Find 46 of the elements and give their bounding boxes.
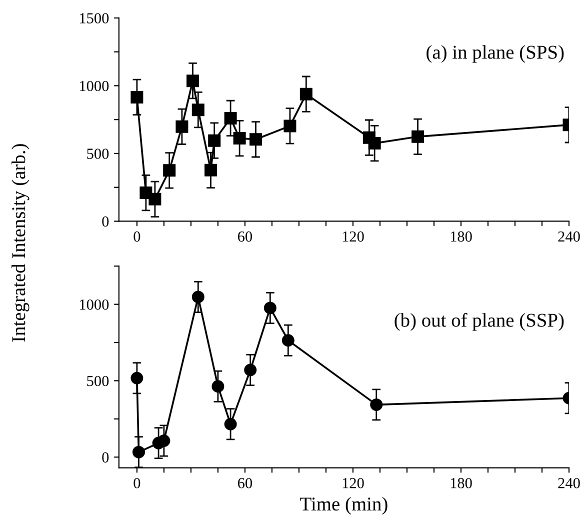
x-tick-label: 60 [238, 478, 252, 488]
x-tick-label: 180 [450, 231, 472, 242]
point [224, 112, 237, 124]
y-axis-title: Integrated Intensity (arb.) [12, 144, 30, 342]
y-tick-label: 1000 [80, 80, 109, 92]
point [192, 290, 204, 304]
point [370, 398, 383, 411]
x-axis-title: Time (min) [300, 496, 388, 515]
point [250, 133, 262, 146]
point [132, 446, 145, 458]
x-tick-label: 240 [558, 231, 580, 242]
point [148, 192, 162, 206]
point [186, 74, 199, 88]
point [208, 134, 221, 147]
point [368, 137, 381, 150]
annotation: (a) in plane (SPS) [426, 45, 564, 63]
point [284, 120, 296, 132]
annotation: (b) out of plane (SSP) [394, 312, 564, 331]
x-tick-label: 120 [342, 231, 364, 242]
point [412, 130, 424, 143]
point [264, 302, 276, 314]
y-tick-label: 500 [87, 148, 109, 159]
x-tick-label: 180 [450, 478, 472, 488]
point [130, 372, 144, 384]
point [130, 90, 144, 104]
point [233, 132, 246, 145]
x-tick-label: 0 [134, 231, 140, 242]
point [282, 334, 294, 347]
y-tick-label: 1500 [80, 13, 109, 24]
point [192, 104, 204, 116]
y-tick-label: 0 [102, 216, 109, 227]
point [244, 364, 257, 376]
y-tick-label: 0 [102, 452, 109, 463]
point [224, 418, 237, 430]
point [176, 120, 188, 133]
point [204, 164, 217, 176]
point [158, 434, 170, 448]
x-tick-label: 240 [558, 478, 580, 488]
x-tick-label: 120 [342, 478, 364, 488]
point [300, 88, 312, 100]
x-tick-label: 0 [134, 478, 140, 488]
y-tick-label: 500 [87, 376, 109, 386]
y-tick-label: 1000 [80, 299, 109, 310]
x-tick-label: 60 [238, 231, 252, 242]
point [163, 164, 176, 177]
point [212, 380, 224, 393]
